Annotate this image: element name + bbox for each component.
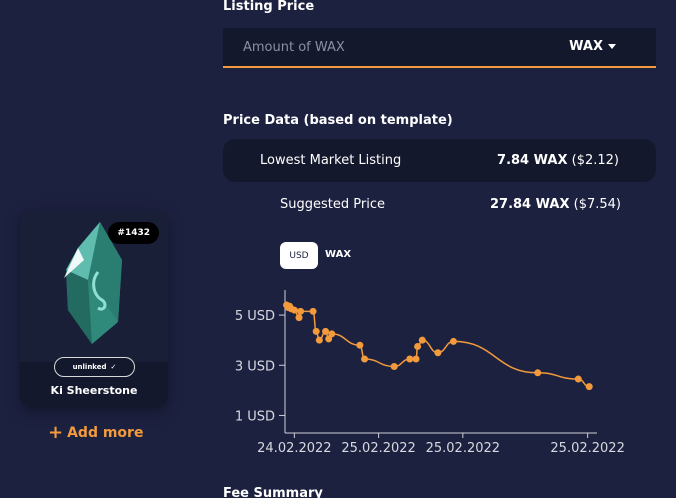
- data-point: [295, 314, 303, 322]
- y-tick-label: 3 USD: [235, 359, 275, 374]
- link-status-label: unlinked: [72, 363, 107, 371]
- nft-name: Ki Sheerstone: [50, 384, 138, 397]
- data-point: [585, 383, 593, 391]
- lowest-listing-usd: ($2.12): [571, 153, 619, 168]
- nft-image: #1432: [20, 210, 168, 362]
- suggested-price-label: Suggested Price: [280, 197, 385, 212]
- lowest-listing-wax: 7.84 WAX: [497, 153, 568, 168]
- crystal-icon: [64, 222, 122, 344]
- y-tick-label: 5 USD: [235, 309, 275, 324]
- data-point: [309, 307, 317, 315]
- caret-down-icon: [608, 44, 616, 49]
- check-icon: ✓: [110, 363, 117, 371]
- data-point: [290, 306, 298, 314]
- data-point: [574, 375, 582, 383]
- price-input-wrapper: WAX: [223, 28, 656, 68]
- data-point: [328, 330, 336, 338]
- suggested-price-wax: 27.84 WAX: [489, 197, 570, 212]
- currency-label: WAX: [569, 39, 603, 54]
- data-point: [449, 337, 457, 345]
- suggested-price-usd: ($7.54): [573, 197, 621, 212]
- price-data-title: Price Data (based on template): [223, 113, 453, 128]
- wax-toggle[interactable]: WAX: [325, 249, 352, 260]
- x-tick-label: 24.02.2022: [257, 441, 331, 456]
- series-line: [286, 304, 590, 388]
- lowest-listing-row: Lowest Market Listing 7.84 WAX ($2.12): [223, 139, 656, 182]
- data-point: [325, 335, 333, 343]
- fee-summary-title: Fee Summary: [223, 486, 323, 498]
- data-point: [297, 307, 305, 315]
- x-tick-label: 25.02.2022: [341, 441, 415, 456]
- data-point: [406, 355, 414, 363]
- price-input[interactable]: [223, 28, 543, 66]
- data-point: [534, 369, 542, 377]
- suggested-price-row: Suggested Price 27.84 WAX ($7.54): [223, 183, 656, 226]
- asset-number-badge: #1432: [108, 222, 159, 244]
- data-point: [322, 327, 330, 335]
- add-more-button[interactable]: + Add more: [48, 424, 143, 442]
- usd-toggle[interactable]: USD: [280, 242, 318, 269]
- data-point: [315, 336, 323, 344]
- data-point: [312, 327, 320, 335]
- data-point: [418, 336, 426, 344]
- plus-icon: +: [48, 422, 64, 443]
- nft-card[interactable]: #1432 unlinked ✓ Ki Sheerstone: [20, 210, 168, 408]
- listing-price-title: Listing Price: [223, 0, 315, 14]
- lowest-listing-value: 7.84 WAX ($2.12): [497, 153, 619, 168]
- data-point: [434, 349, 442, 357]
- x-tick-label: 25.02.2022: [550, 441, 624, 456]
- data-point: [390, 363, 398, 371]
- data-point: [361, 355, 369, 363]
- data-point: [412, 355, 420, 363]
- x-tick-label: 25.02.2022: [426, 441, 500, 456]
- lowest-listing-label: Lowest Market Listing: [260, 153, 402, 168]
- data-point: [414, 342, 422, 350]
- add-more-label: Add more: [67, 425, 144, 441]
- y-tick-label: 1 USD: [235, 409, 275, 424]
- currency-dropdown[interactable]: WAX: [569, 39, 616, 54]
- link-status-badge: unlinked ✓: [54, 357, 135, 377]
- suggested-price-value: 27.84 WAX ($7.54): [490, 197, 621, 212]
- data-point: [356, 341, 364, 349]
